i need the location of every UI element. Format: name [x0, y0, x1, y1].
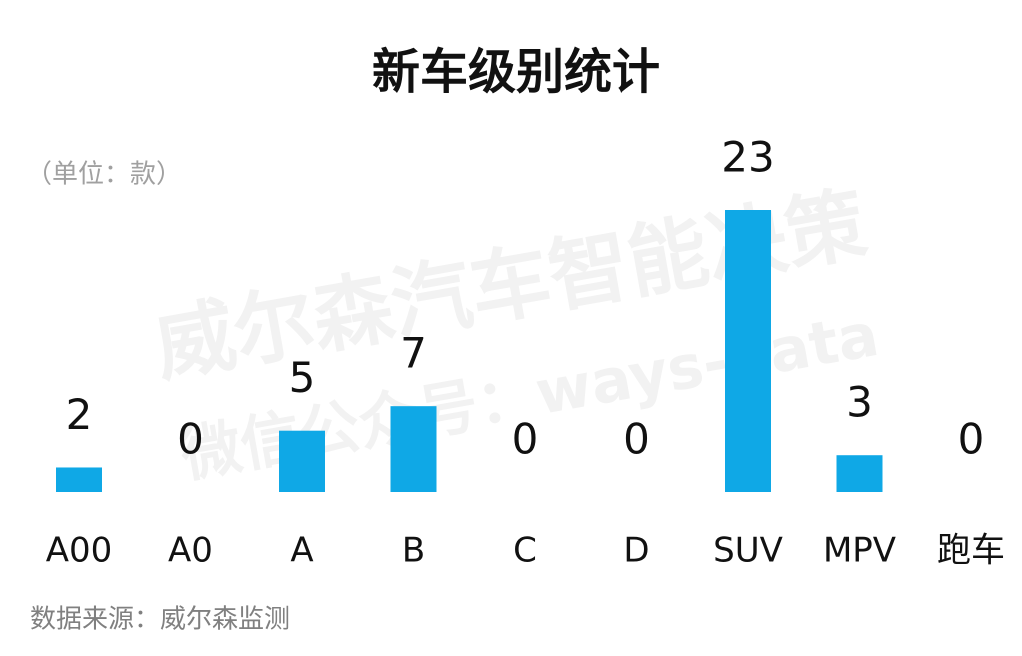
- data-label: 0: [177, 415, 204, 464]
- bar: [725, 210, 771, 492]
- bar: [56, 467, 102, 492]
- x-tick-label: SUV: [713, 531, 783, 571]
- x-tick-label: 跑车: [937, 531, 1005, 571]
- x-tick-label: A: [290, 531, 313, 571]
- bar: [836, 455, 883, 492]
- data-label: 23: [721, 133, 774, 182]
- data-label: 0: [512, 415, 539, 464]
- chart-title: 新车级别统计: [372, 44, 660, 100]
- source-note: 数据来源：威尔森监测: [30, 605, 290, 635]
- data-label: 0: [958, 415, 985, 464]
- x-tick-label: MPV: [823, 531, 896, 571]
- x-tick-label: A0: [168, 531, 213, 571]
- x-tick-label: A00: [46, 531, 113, 571]
- bar: [279, 430, 325, 492]
- data-label: 5: [289, 353, 316, 402]
- data-label: 7: [400, 329, 427, 378]
- data-label: 3: [846, 378, 873, 427]
- x-tick-label: C: [513, 531, 537, 571]
- x-tick-label: D: [623, 531, 649, 571]
- unit-note: （单位：款）: [26, 160, 182, 190]
- data-label: 0: [623, 415, 650, 464]
- bar: [390, 406, 437, 492]
- x-tick-label: B: [402, 531, 425, 571]
- data-label: 2: [66, 390, 93, 439]
